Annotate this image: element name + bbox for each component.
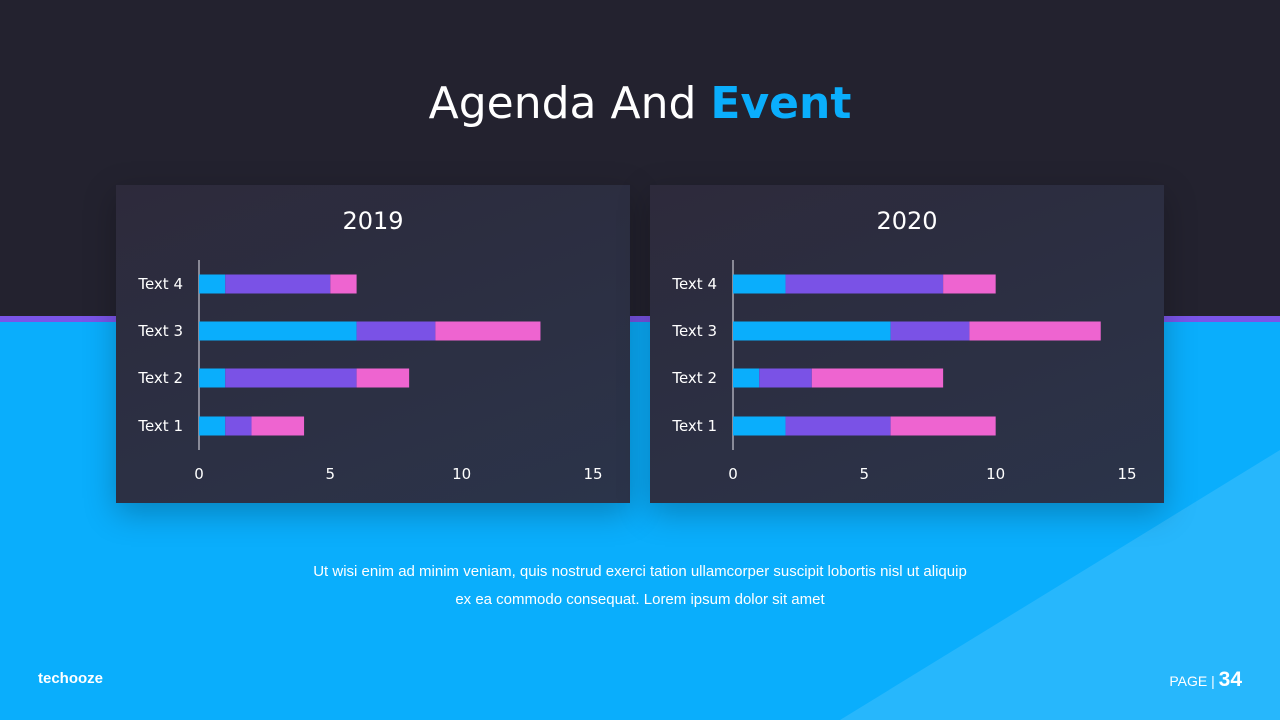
bar-segment-text-3-s1 xyxy=(199,321,357,341)
bar-segment-text-4-s1 xyxy=(733,274,786,294)
page-title: Agenda And Event xyxy=(0,78,1280,129)
bar-segment-text-3-s3 xyxy=(969,321,1101,341)
bar-segment-text-2-s1 xyxy=(199,368,226,388)
bar-segment-text-3-s2 xyxy=(890,321,970,341)
description: Ut wisi enim ad minim veniam, quis nostr… xyxy=(0,558,1280,614)
bar-segment-text-4-s2 xyxy=(785,274,944,294)
x-tick-label: 10 xyxy=(986,465,1005,483)
x-tick-label: 15 xyxy=(1117,465,1136,483)
bar-segment-text-2-s2 xyxy=(759,368,812,388)
bar-segment-text-4-s1 xyxy=(199,274,226,294)
x-tick-label: 0 xyxy=(728,465,738,483)
category-label: Text 4 xyxy=(671,275,717,293)
page-indicator: PAGE | 34 xyxy=(1169,668,1242,692)
x-tick-label: 5 xyxy=(860,465,870,483)
description-line-1: Ut wisi enim ad minim veniam, quis nostr… xyxy=(313,563,967,580)
brand-logo: techooze xyxy=(38,670,104,687)
page-label: PAGE xyxy=(1169,673,1208,689)
bar-segment-text-3-s2 xyxy=(356,321,436,341)
bar-segment-text-4-s3 xyxy=(943,274,996,294)
bar-chart-2020: Text 1 Text 2 Text 3 Text 4 0 5 10 15 xyxy=(671,260,1137,483)
chart-title: 2020 xyxy=(876,207,938,235)
bar-segment-text-3-s3 xyxy=(435,321,541,341)
bar-segment-text-1-s1 xyxy=(199,416,226,436)
bar-segment-text-2-s3 xyxy=(356,368,410,388)
bar-segment-text-3-s1 xyxy=(733,321,891,341)
bar-segment-text-1-s2 xyxy=(225,416,252,436)
category-label: Text 3 xyxy=(137,322,183,340)
category-label: Text 4 xyxy=(137,275,183,293)
title-accent: Event xyxy=(710,78,852,129)
bar-segment-text-2-s2 xyxy=(225,368,357,388)
page-separator: | xyxy=(1211,673,1215,689)
chart-title: 2019 xyxy=(342,207,404,235)
bar-segment-text-2-s3 xyxy=(811,368,944,388)
x-tick-label: 5 xyxy=(326,465,336,483)
title-main: Agenda And xyxy=(428,78,697,129)
chart-panel-2020: 2020 Text 1 Text 2 Text 3 Text 4 0 5 10 15 xyxy=(650,185,1164,503)
category-label: Text 2 xyxy=(671,369,717,387)
x-tick-label: 10 xyxy=(452,465,471,483)
chart-panel-2019: 2019 Text 1 Text 2 Text 3 Text 4 0 5 10 15 xyxy=(116,185,630,503)
description-line-2: ex ea commodo consequat. Lorem ipsum dol… xyxy=(455,591,825,608)
bar-segment-text-1-s2 xyxy=(785,416,891,436)
bar-segment-text-4-s3 xyxy=(330,274,357,294)
x-tick-label: 0 xyxy=(194,465,204,483)
bar-segment-text-1-s1 xyxy=(733,416,786,436)
bar-segment-text-2-s1 xyxy=(733,368,760,388)
bar-chart-2019: Text 1 Text 2 Text 3 Text 4 0 5 10 15 xyxy=(137,260,603,483)
page-number: 34 xyxy=(1218,668,1242,691)
category-label: Text 3 xyxy=(671,322,717,340)
category-label: Text 1 xyxy=(137,417,183,435)
bar-segment-text-1-s3 xyxy=(251,416,305,436)
bar-segment-text-4-s2 xyxy=(225,274,331,294)
accent-stripe xyxy=(0,316,1280,322)
category-label: Text 2 xyxy=(137,369,183,387)
bar-segment-text-1-s3 xyxy=(890,416,996,436)
category-label: Text 1 xyxy=(671,417,717,435)
x-tick-label: 15 xyxy=(583,465,602,483)
